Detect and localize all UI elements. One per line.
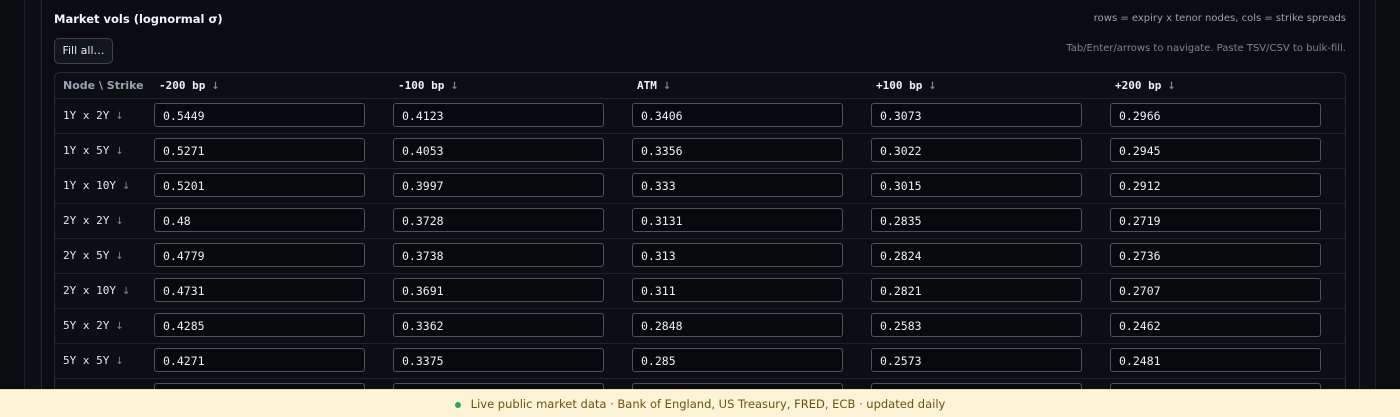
panel-note: rows = expiry x tenor nodes, cols = stri… — [1093, 13, 1346, 24]
banner-text: Live public market data · Bank of Englan… — [470, 397, 946, 411]
node-label: 5Y x 5Y ↓ — [63, 344, 124, 379]
node-text: 5Y x 2Y — [63, 319, 110, 332]
sort-icon: ↓ — [928, 81, 937, 92]
sort-icon: ↓ — [662, 81, 672, 92]
vol-input[interactable]: 0.3362 — [393, 313, 604, 337]
node-label: 1Y x 2Y ↓ — [63, 99, 124, 134]
column-label: -100 bp — [398, 79, 445, 92]
vol-input[interactable]: 0.3356 — [632, 138, 843, 162]
sort-icon: ↓ — [115, 251, 124, 262]
node-label: 1Y x 10Y ↓ — [63, 169, 130, 204]
node-text: 5Y x 5Y — [63, 354, 110, 367]
vol-input[interactable]: 0.2821 — [871, 278, 1082, 302]
row-separator — [55, 273, 1345, 274]
vol-input[interactable]: 0.3691 — [393, 278, 604, 302]
node-label: 2Y x 5Y ↓ — [63, 239, 124, 274]
vol-input[interactable]: 0.313 — [632, 243, 843, 267]
row-separator — [55, 343, 1345, 344]
node-text: 1Y x 5Y — [63, 144, 110, 157]
node-label: 2Y x 2Y ↓ — [63, 204, 124, 239]
row-separator — [55, 168, 1345, 169]
vol-input[interactable]: 0.4731 — [154, 278, 365, 302]
column-label: +200 bp — [1115, 79, 1162, 92]
row-separator — [55, 378, 1345, 379]
panel-title: Market vols (lognormal σ) — [54, 12, 223, 26]
column-header[interactable]: -100 bp ↓ — [398, 73, 459, 98]
sort-icon: ↓ — [115, 146, 124, 157]
column-header[interactable]: ATM ↓ — [637, 73, 671, 98]
node-label: 5Y x 2Y ↓ — [63, 309, 124, 344]
banner-line: Live public market data · Bank of Englan… — [0, 390, 1400, 417]
vol-input[interactable]: 0.4271 — [154, 348, 365, 372]
vol-input[interactable]: 0.4779 — [154, 243, 365, 267]
vol-input[interactable]: 0.4285 — [154, 313, 365, 337]
sort-icon: ↓ — [121, 286, 131, 297]
vol-input[interactable]: 0.3738 — [393, 243, 604, 267]
vol-input[interactable]: 0.3073 — [871, 103, 1082, 127]
vol-table: Node \ Strike -200 bp ↓ -100 bp ↓ ATM ↓ +100 bp… — [54, 72, 1346, 417]
sort-icon: ↓ — [115, 356, 124, 367]
vol-input[interactable]: 0.333 — [632, 173, 843, 197]
vol-input[interactable]: 0.3375 — [393, 348, 604, 372]
column-header[interactable]: -200 bp ↓ — [159, 73, 220, 98]
column-header[interactable]: +200 bp ↓ — [1115, 73, 1176, 98]
vol-input[interactable]: 0.5449 — [154, 103, 365, 127]
vol-input[interactable]: 0.2966 — [1110, 103, 1321, 127]
vol-input[interactable]: 0.2583 — [871, 313, 1082, 337]
vol-input[interactable]: 0.3728 — [393, 208, 604, 232]
node-text: 2Y x 10Y — [63, 284, 116, 297]
row-separator — [55, 133, 1345, 134]
vol-input[interactable]: 0.2912 — [1110, 173, 1321, 197]
column-header[interactable]: +100 bp ↓ — [876, 73, 937, 98]
row-separator — [55, 203, 1345, 204]
node-text: 1Y x 2Y — [63, 109, 110, 122]
header-separator — [55, 98, 1345, 99]
corner-header: Node \ Strike — [63, 79, 144, 92]
node-text: 2Y x 5Y — [63, 249, 110, 262]
hint: Tab/Enter/arrows to navigate. Paste TSV/… — [1066, 43, 1346, 54]
vol-input[interactable]: 0.3406 — [632, 103, 843, 127]
vol-input[interactable]: 0.2945 — [1110, 138, 1321, 162]
vol-input[interactable]: 0.2835 — [871, 208, 1082, 232]
sort-icon: ↓ — [115, 216, 124, 227]
vol-input[interactable]: 0.3015 — [871, 173, 1082, 197]
column-label: -200 bp — [159, 79, 206, 92]
vol-input[interactable]: 0.2707 — [1110, 278, 1321, 302]
node-text: 1Y x 10Y — [63, 179, 116, 192]
node-text: 2Y x 2Y — [63, 214, 110, 227]
row-separator — [55, 238, 1345, 239]
vol-input[interactable]: 0.48 — [154, 208, 365, 232]
sort-icon: ↓ — [1167, 81, 1176, 92]
column-label: +100 bp — [876, 79, 923, 92]
vol-input[interactable]: 0.2481 — [1110, 348, 1321, 372]
row-separator — [55, 308, 1345, 309]
vol-input[interactable]: 0.2848 — [632, 313, 843, 337]
vol-input[interactable]: 0.4123 — [393, 103, 604, 127]
status-banner: Live public market data · Bank of Englan… — [0, 389, 1400, 417]
vol-input[interactable]: 0.2462 — [1110, 313, 1321, 337]
vol-input[interactable]: 0.5201 — [154, 173, 365, 197]
vol-input[interactable]: 0.4053 — [393, 138, 604, 162]
sort-icon: ↓ — [115, 111, 124, 122]
vol-input[interactable]: 0.3131 — [632, 208, 843, 232]
fill-button[interactable]: Fill all… — [54, 38, 113, 64]
status-dot — [454, 401, 461, 408]
vol-input[interactable]: 0.3022 — [871, 138, 1082, 162]
sort-icon: ↓ — [121, 181, 131, 192]
vol-input[interactable]: 0.3997 — [393, 173, 604, 197]
vol-input[interactable]: 0.2736 — [1110, 243, 1321, 267]
vol-input[interactable]: 0.5271 — [154, 138, 365, 162]
vol-input[interactable]: 0.311 — [632, 278, 843, 302]
node-label: 1Y x 5Y ↓ — [63, 134, 124, 169]
node-label: 2Y x 10Y ↓ — [63, 274, 130, 309]
column-label: ATM — [637, 79, 657, 92]
vol-input[interactable]: 0.2573 — [871, 348, 1082, 372]
vol-input[interactable]: 0.2824 — [871, 243, 1082, 267]
sort-icon: ↓ — [115, 321, 124, 332]
vol-input[interactable]: 0.285 — [632, 348, 843, 372]
sort-icon: ↓ — [211, 81, 220, 92]
vol-input[interactable]: 0.2719 — [1110, 208, 1321, 232]
sort-icon: ↓ — [450, 81, 459, 92]
